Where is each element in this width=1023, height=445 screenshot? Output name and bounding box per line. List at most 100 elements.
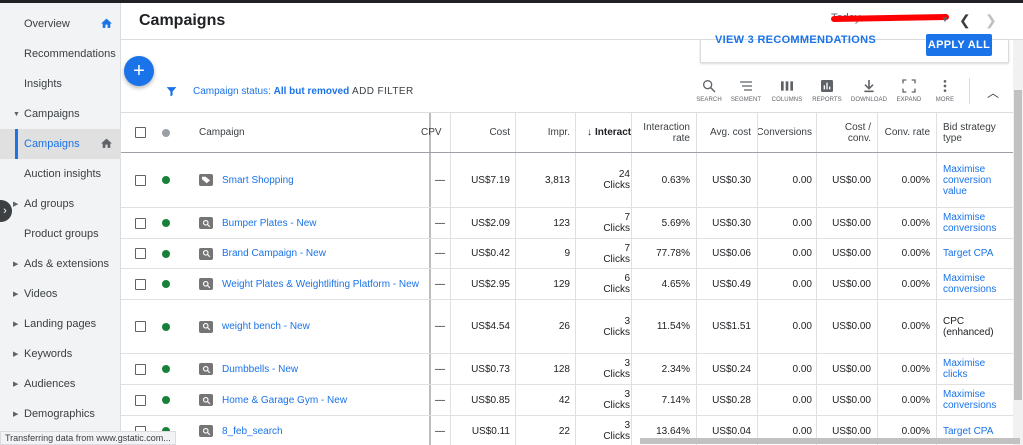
row-checkbox[interactable] bbox=[135, 300, 149, 353]
sidebar-item-overview[interactable]: Overview bbox=[0, 9, 121, 39]
cost-value: US$2.95 bbox=[471, 278, 510, 290]
caret-right-icon[interactable]: ▶ bbox=[13, 291, 19, 298]
sidebar-item-demographics[interactable]: ▶ Demographics bbox=[0, 399, 121, 429]
campaign-name-link[interactable]: Weight Plates & Weightlifting Platform -… bbox=[222, 278, 419, 290]
conv-rate-value: 0.00% bbox=[901, 248, 930, 259]
row-checkbox[interactable] bbox=[135, 208, 149, 238]
segment-button[interactable]: SEGMENT bbox=[726, 78, 766, 108]
status-dot-enabled[interactable] bbox=[162, 300, 172, 353]
caret-right-icon[interactable]: ▶ bbox=[13, 321, 19, 328]
avg-cost-value: US$0.06 bbox=[712, 248, 751, 259]
caret-right-icon[interactable]: ▶ bbox=[13, 351, 19, 358]
add-filter-button[interactable]: ADD FILTER bbox=[352, 86, 414, 97]
cost-conv-value: US$0.00 bbox=[832, 425, 871, 437]
row-checkbox[interactable] bbox=[135, 269, 149, 299]
row-checkbox[interactable] bbox=[135, 153, 149, 207]
header-cost-conv[interactable]: Cost / conv. bbox=[844, 121, 871, 144]
avg-cost-value: US$1.51 bbox=[712, 321, 751, 332]
header-interactions[interactable]: ↓Interactions bbox=[587, 113, 631, 152]
bid-strategy-value[interactable]: Maximise clicks bbox=[943, 358, 986, 380]
interaction-rate-value: 5.69% bbox=[661, 217, 690, 229]
interactions-unit: Clicks bbox=[603, 326, 630, 338]
conversions-value: 0.00 bbox=[792, 278, 812, 290]
bid-strategy-value[interactable]: Maximise conversions bbox=[943, 389, 997, 411]
add-campaign-button[interactable]: + bbox=[124, 56, 154, 86]
row-checkbox[interactable] bbox=[135, 354, 149, 384]
caret-right-icon[interactable]: ▶ bbox=[13, 411, 19, 418]
status-dot-enabled[interactable] bbox=[162, 385, 172, 415]
bid-strategy-value[interactable]: Target CPA bbox=[943, 248, 994, 259]
sidebar-item-videos[interactable]: ▶ Videos bbox=[0, 279, 121, 309]
campaign-name-link[interactable]: Brand Campaign - New bbox=[222, 248, 326, 259]
status-dot-enabled[interactable] bbox=[162, 153, 172, 207]
view-recommendations-link[interactable]: VIEW 3 RECOMMENDATIONS bbox=[715, 34, 877, 46]
campaign-name-link[interactable]: 8_feb_search bbox=[222, 425, 283, 437]
bid-strategy-value[interactable]: Maximise conversions bbox=[943, 273, 997, 295]
chevron-down-icon[interactable]: ▼ bbox=[941, 15, 949, 24]
sidebar-item-product-groups[interactable]: Product groups bbox=[0, 219, 121, 249]
sidebar-item-audiences[interactable]: ▶ Audiences bbox=[0, 369, 121, 399]
cost-conv-value: US$0.00 bbox=[832, 248, 871, 259]
sidebar-item-ads-extensions[interactable]: ▶ Ads & extensions bbox=[0, 249, 121, 279]
status-dot-enabled[interactable] bbox=[162, 208, 172, 238]
status-dot-enabled[interactable] bbox=[162, 354, 172, 384]
status-dot-enabled[interactable] bbox=[162, 239, 172, 268]
campaign-name-link[interactable]: Home & Garage Gym - New bbox=[222, 394, 348, 406]
bid-strategy-value[interactable]: Maximise conversion value bbox=[943, 163, 992, 197]
header-cpv[interactable]: CPV bbox=[421, 127, 442, 138]
sidebar-item-campaigns[interactable]: ▼ Campaigns bbox=[0, 99, 121, 129]
campaign-type-icon bbox=[199, 153, 215, 207]
caret-down-icon[interactable]: ▼ bbox=[13, 110, 20, 118]
header-bid-strategy[interactable]: Bid strategy type bbox=[943, 121, 996, 144]
sidebar-collapse-button[interactable]: › bbox=[0, 200, 12, 222]
filter-icon[interactable] bbox=[165, 85, 178, 98]
more-button[interactable]: MORE bbox=[925, 78, 965, 108]
header-conv-rate[interactable]: Conv. rate bbox=[884, 127, 930, 138]
caret-right-icon[interactable]: ▶ bbox=[13, 201, 19, 208]
row-checkbox[interactable] bbox=[135, 239, 149, 268]
header-impr[interactable]: Impr. bbox=[547, 127, 570, 138]
select-all-checkbox[interactable] bbox=[135, 113, 149, 152]
bid-strategy-value[interactable]: Target CPA bbox=[943, 425, 994, 437]
download-button[interactable]: DOWNLOAD bbox=[849, 78, 889, 108]
caret-right-icon[interactable]: ▶ bbox=[13, 381, 19, 388]
campaign-name-link[interactable]: Bumper Plates - New bbox=[222, 217, 317, 229]
interactions-unit: Clicks bbox=[603, 180, 630, 191]
campaign-name-link[interactable]: Dumbbells - New bbox=[222, 363, 299, 375]
caret-right-icon[interactable]: ▶ bbox=[13, 261, 19, 268]
horizontal-scrollbar-thumb[interactable] bbox=[640, 438, 1020, 444]
bid-strategy-value[interactable]: Maximise conversions bbox=[943, 212, 997, 234]
chevron-right-icon[interactable]: ❯ bbox=[985, 12, 997, 28]
sidebar-item-recommendations[interactable]: Recommendations bbox=[0, 39, 121, 69]
header-conversions[interactable]: Conversions bbox=[758, 127, 812, 138]
header-avg-cost[interactable]: Avg. cost bbox=[710, 127, 751, 138]
columns-button[interactable]: COLUMNS bbox=[767, 78, 807, 108]
campaign-name-link[interactable]: weight bench - New bbox=[222, 321, 310, 332]
campaign-status-filter[interactable]: Campaign status: All but removed bbox=[193, 86, 349, 97]
toolbar-label: COLUMNS bbox=[771, 97, 803, 103]
interactions-unit: Clicks bbox=[603, 369, 630, 380]
search-button[interactable]: SEARCH bbox=[689, 78, 729, 108]
header-campaign[interactable]: Campaign bbox=[199, 127, 245, 138]
sidebar-item-insights[interactable]: Insights bbox=[0, 69, 121, 99]
row-checkbox[interactable] bbox=[135, 385, 149, 415]
sidebar-item-ad-groups[interactable]: ▶ Ad groups bbox=[0, 189, 121, 219]
cpv-value: — bbox=[435, 248, 445, 259]
sidebar-item-landing-pages[interactable]: ▶ Landing pages bbox=[0, 309, 121, 339]
header-interaction-rate[interactable]: Interaction rate bbox=[643, 121, 690, 144]
chevron-left-icon[interactable]: ❮ bbox=[959, 12, 971, 28]
campaign-type-icon bbox=[199, 354, 215, 384]
campaign-name-link[interactable]: Smart Shopping bbox=[222, 174, 294, 186]
vertical-scrollbar-thumb[interactable] bbox=[1014, 90, 1022, 400]
sidebar-item-auction-insights[interactable]: Auction insights bbox=[0, 159, 121, 189]
expand-button[interactable]: EXPAND bbox=[889, 78, 929, 108]
status-dot-enabled[interactable] bbox=[162, 269, 172, 299]
sidebar-item-campaigns[interactable]: Campaigns bbox=[0, 129, 121, 159]
chevron-up-icon[interactable]: ︿ bbox=[987, 86, 1000, 100]
filter-value: All but removed bbox=[273, 86, 350, 97]
header-cost[interactable]: Cost bbox=[489, 127, 510, 138]
apply-all-button[interactable]: APPLY ALL bbox=[926, 34, 992, 56]
cost-conv-value: US$0.00 bbox=[832, 174, 871, 186]
reports-button[interactable]: REPORTS bbox=[807, 78, 847, 108]
sidebar-item-keywords[interactable]: ▶ Keywords bbox=[0, 339, 121, 369]
